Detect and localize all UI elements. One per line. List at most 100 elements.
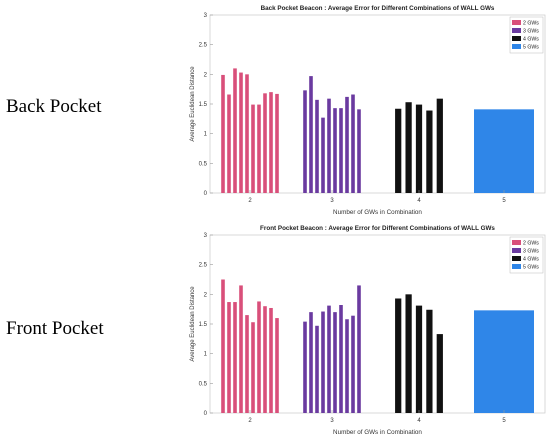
back-pocket-chart-panel: Back Pocket Beacon : Average Error for D… [180, 0, 550, 220]
front-bar-2gw-7 [257, 301, 261, 413]
back-bar-3gw-1 [303, 90, 307, 193]
front-xtick-label-0: 2 [248, 418, 252, 424]
back-bar-3gw-7 [339, 108, 343, 193]
back-legend-label-3gw: 3 GWs [523, 29, 539, 35]
front-pocket-chart: Front Pocket Beacon : Average Error for … [190, 225, 546, 436]
back-bar-3gw-3 [315, 99, 319, 193]
front-ytick-label-6: 3 [204, 233, 208, 239]
front-bar-2gw-2 [227, 302, 231, 413]
back-bar-3gw-2 [309, 76, 313, 193]
back-bar-2gw-10 [275, 93, 279, 193]
back-bar-2gw-7 [257, 104, 261, 193]
front-pocket-label: Front Pocket [6, 318, 104, 339]
back-bar-3gw-9 [351, 94, 355, 193]
front-legend-swatch-4gw [512, 256, 521, 261]
back-legend-swatch-2gw [512, 20, 521, 25]
front-legend-label-2gw: 2 GWs [523, 241, 539, 247]
front-bar-4gw-2 [405, 294, 412, 413]
back-bar-3gw-6 [333, 108, 337, 193]
back-bar-3gw-5 [327, 98, 331, 193]
front-bar-2gw-6 [251, 322, 255, 413]
front-legend-swatch-5gw [512, 264, 521, 269]
front-bar-2gw-8 [263, 306, 267, 413]
back-legend-swatch-5gw [512, 44, 521, 49]
back-ytick-label-5: 2.5 [199, 43, 208, 49]
front-bar-3gw-1 [303, 321, 307, 413]
front-bar-2gw-4 [239, 285, 243, 413]
front-pocket-chart-panel: Front Pocket Beacon : Average Error for … [180, 220, 550, 440]
front-bar-2gw-3 [233, 302, 237, 413]
back-bar-3gw-8 [345, 96, 349, 193]
front-bar-3gw-8 [345, 319, 349, 413]
front-bar-4gw-5 [436, 334, 443, 413]
front-bar-3gw-10 [357, 285, 361, 413]
back-bar-4gw-1 [395, 108, 402, 193]
back-bar-2gw-9 [269, 92, 273, 193]
front-ytick-label-0: 0 [204, 411, 208, 417]
front-bar-3gw-4 [321, 311, 325, 413]
front-ytick-label-1: 0.5 [199, 381, 208, 387]
back-bar-5gw-1 [474, 109, 534, 193]
back-ytick-label-4: 2 [204, 72, 208, 78]
back-legend-swatch-3gw [512, 28, 521, 33]
back-bar-4gw-2 [405, 102, 412, 193]
back-xtick-label-3: 5 [502, 198, 506, 204]
back-pocket-chart: Back Pocket Beacon : Average Error for D… [190, 5, 546, 216]
back-ytick-label-3: 1.5 [199, 102, 208, 108]
front-bar-4gw-4 [426, 309, 433, 413]
back-title: Back Pocket Beacon : Average Error for D… [261, 5, 495, 12]
front-legend-swatch-2gw [512, 240, 521, 245]
front-bar-3gw-5 [327, 305, 331, 413]
back-legend-label-2gw: 2 GWs [523, 21, 539, 27]
front-xlabel: Number of GWs in Combination [333, 429, 422, 436]
front-xtick-label-2: 4 [417, 418, 421, 424]
front-legend-label-3gw: 3 GWs [523, 249, 539, 255]
front-legend-label-5gw: 5 GWs [523, 265, 539, 271]
front-ytick-label-4: 2 [204, 292, 208, 298]
back-ytick-label-0: 0 [204, 191, 208, 197]
back-xlabel: Number of GWs in Combination [333, 209, 422, 216]
back-legend-label-5gw: 5 GWs [523, 45, 539, 51]
back-bar-4gw-4 [426, 110, 433, 193]
back-bar-2gw-6 [251, 104, 255, 193]
front-ytick-label-5: 2.5 [199, 263, 208, 269]
front-ylabel: Average Euclidean Distance [190, 286, 196, 362]
back-ytick-label-1: 0.5 [199, 161, 208, 167]
back-xtick-label-2: 4 [417, 198, 421, 204]
back-bar-3gw-10 [357, 109, 361, 193]
front-xtick-label-3: 5 [502, 418, 506, 424]
front-title: Front Pocket Beacon : Average Error for … [260, 225, 495, 232]
front-xtick-label-1: 3 [330, 418, 334, 424]
front-bar-5gw-1 [474, 310, 534, 413]
front-bar-2gw-5 [245, 315, 249, 413]
back-bar-2gw-5 [245, 74, 249, 193]
front-bar-3gw-6 [333, 312, 337, 413]
back-bar-2gw-4 [239, 72, 243, 193]
front-bar-2gw-9 [269, 307, 273, 413]
back-ytick-label-2: 1 [204, 132, 208, 138]
back-bar-4gw-5 [436, 98, 443, 193]
back-bar-4gw-3 [415, 104, 423, 193]
back-bar-3gw-4 [321, 117, 325, 193]
front-bar-3gw-7 [339, 305, 343, 413]
back-bar-2gw-2 [227, 94, 231, 193]
back-xtick-label-1: 3 [330, 198, 334, 204]
back-bar-2gw-8 [263, 93, 267, 193]
front-bar-3gw-2 [309, 312, 313, 413]
front-bar-2gw-10 [275, 318, 279, 413]
front-ytick-label-3: 1.5 [199, 322, 208, 328]
front-bar-2gw-1 [221, 279, 225, 413]
back-xtick-label-0: 2 [248, 198, 252, 204]
back-ytick-label-6: 3 [204, 13, 208, 19]
back-pocket-label: Back Pocket [6, 96, 102, 117]
front-bar-4gw-3 [415, 305, 423, 413]
front-bar-3gw-3 [315, 325, 319, 413]
front-bar-3gw-9 [351, 315, 355, 413]
back-bar-2gw-1 [221, 74, 225, 193]
back-ylabel: Average Euclidean Distance [190, 66, 196, 142]
front-ytick-label-2: 1 [204, 352, 208, 358]
back-legend-swatch-4gw [512, 36, 521, 41]
front-legend-swatch-3gw [512, 248, 521, 253]
front-legend-label-4gw: 4 GWs [523, 257, 539, 263]
back-bar-2gw-3 [233, 68, 237, 193]
